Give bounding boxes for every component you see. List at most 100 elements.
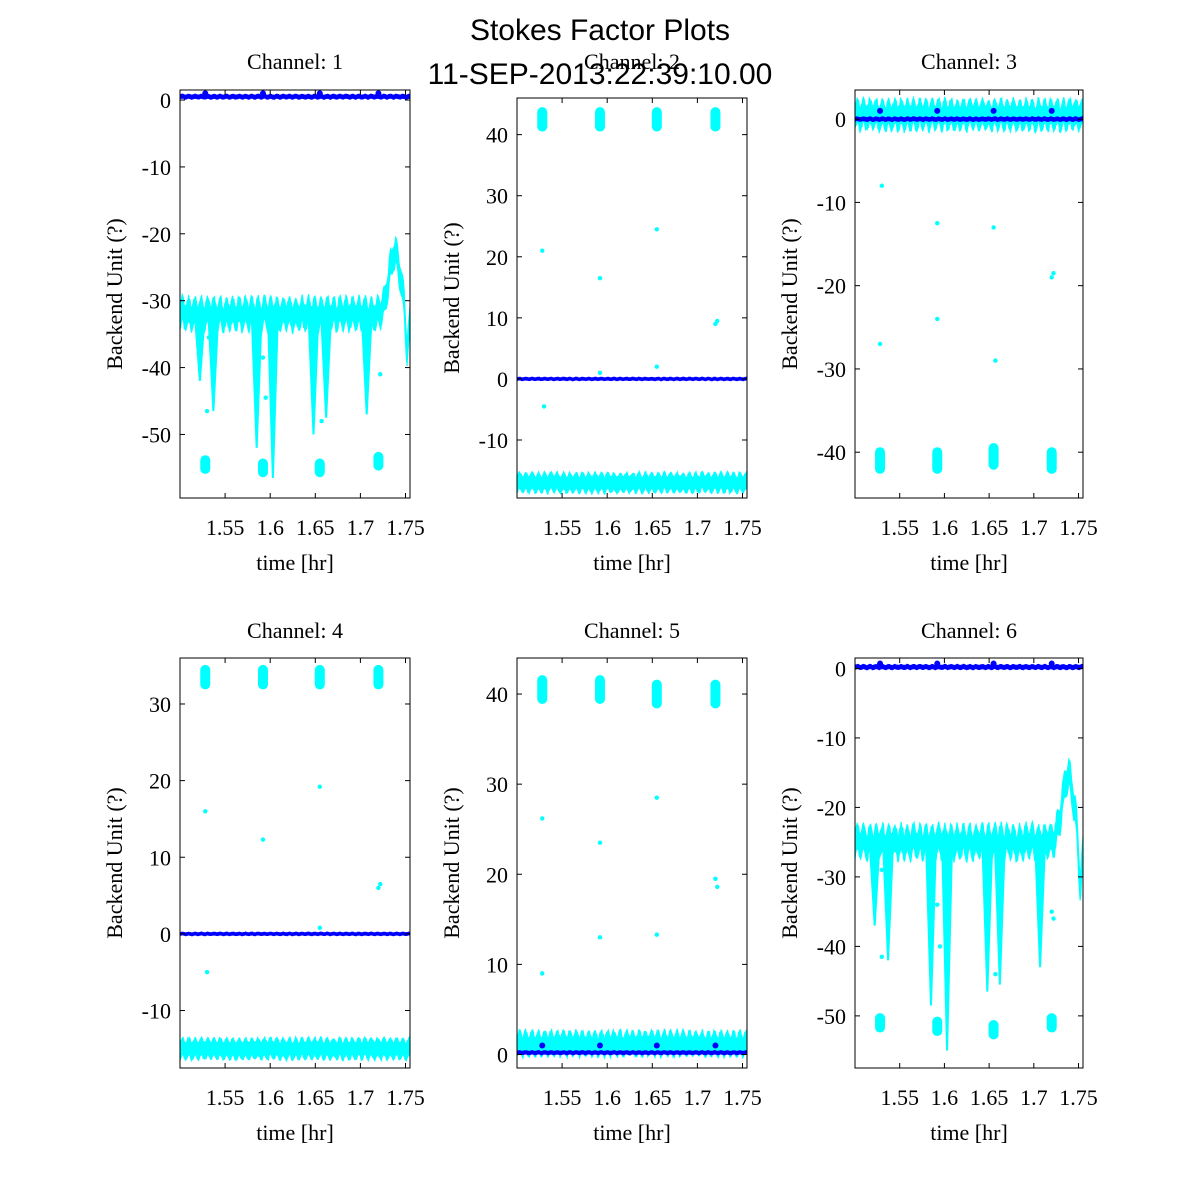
series-blue bbox=[855, 660, 1083, 671]
panel-title: Channel: 1 bbox=[247, 49, 343, 74]
series-blue bbox=[180, 931, 410, 937]
stray-point-1 bbox=[204, 408, 210, 414]
x-tick-label: 1.6 bbox=[593, 515, 621, 540]
spike-point-1 bbox=[202, 90, 209, 97]
stray-point-1 bbox=[203, 809, 208, 814]
spike-point-3 bbox=[990, 660, 997, 667]
dip-3 bbox=[924, 841, 938, 1006]
x-tick-label: 1.75 bbox=[386, 1085, 425, 1110]
stray-point-1 bbox=[540, 816, 545, 821]
x-axis-label: time [hr] bbox=[256, 550, 334, 575]
dip-5 bbox=[981, 841, 994, 992]
x-axis-label: time [hr] bbox=[930, 1120, 1008, 1145]
cal-cluster-2 bbox=[932, 1016, 943, 1037]
y-tick-label: -10 bbox=[142, 155, 171, 180]
cal-cluster-2 bbox=[257, 458, 268, 478]
x-tick-label: 1.55 bbox=[206, 515, 245, 540]
axes-frame bbox=[179, 657, 411, 1069]
stray-point-5 bbox=[993, 971, 998, 977]
series-blue bbox=[855, 107, 1083, 123]
channel-panel-5: 1.55 1.6 1.65 1.7 1.75 40 30 20 10 0 Channel: 5 tim… bbox=[439, 618, 762, 1145]
y-tick-label: -10 bbox=[817, 190, 846, 215]
x-tick-label: 1.65 bbox=[970, 1085, 1009, 1110]
plot-area bbox=[517, 675, 747, 1061]
stray-point-4 bbox=[654, 227, 660, 232]
x-tick-label: 1.6 bbox=[256, 515, 284, 540]
x-tick-label: 1.55 bbox=[206, 1085, 245, 1110]
dip-7 bbox=[360, 313, 373, 415]
series-blue-band bbox=[180, 931, 410, 937]
y-axis-label: Backend Unit (?) bbox=[439, 787, 464, 939]
cal-cluster-1 bbox=[200, 664, 211, 690]
stray-point-8 bbox=[877, 341, 883, 347]
y-axis-label: Backend Unit (?) bbox=[777, 218, 802, 370]
y-tick-label: -40 bbox=[142, 356, 171, 381]
y-tick-label: -40 bbox=[817, 440, 846, 465]
stray-point-6 bbox=[1051, 270, 1056, 276]
dip-6 bbox=[320, 313, 333, 418]
stray-point-3 bbox=[260, 355, 266, 360]
cal-cluster-3 bbox=[651, 107, 662, 132]
figure-subtitle: 11-SEP-2013:22:39:10.00 bbox=[428, 58, 773, 91]
cal-cluster-2 bbox=[594, 107, 605, 132]
panel-title: Channel: 4 bbox=[247, 618, 343, 643]
figure-title: Stokes Factor Plots bbox=[470, 14, 730, 47]
x-tick-label: 1.65 bbox=[633, 1085, 672, 1110]
y-tick-label: 0 bbox=[835, 107, 846, 132]
stray-point-2 bbox=[879, 867, 885, 873]
dip-4 bbox=[941, 841, 954, 1051]
cal-cluster-1 bbox=[537, 675, 548, 704]
spike-point-4 bbox=[375, 90, 382, 97]
x-tick-label: 1.65 bbox=[296, 515, 335, 540]
axes-frame bbox=[516, 657, 748, 1069]
y-tick-label: 10 bbox=[486, 306, 508, 331]
spike-point-1 bbox=[877, 107, 884, 114]
dip-1 bbox=[193, 313, 206, 382]
dip-2 bbox=[882, 841, 895, 961]
stray-point-2 bbox=[597, 275, 603, 281]
y-tick-label: -50 bbox=[142, 422, 171, 447]
series-cyan-band bbox=[180, 1035, 410, 1063]
x-axis-label: time [hr] bbox=[593, 1120, 671, 1145]
dip-2 bbox=[207, 313, 220, 412]
series-blue-band bbox=[855, 116, 1083, 123]
cal-cluster-1 bbox=[875, 447, 886, 474]
dip-1 bbox=[868, 841, 881, 926]
y-tick-label: 20 bbox=[486, 245, 508, 270]
x-tick-label: 1.6 bbox=[931, 1085, 959, 1110]
y-tick-label: 30 bbox=[149, 692, 171, 717]
x-tick-label: 1.7 bbox=[347, 1085, 375, 1110]
stray-point-7 bbox=[715, 318, 720, 324]
series-blue bbox=[517, 1042, 747, 1056]
y-tick-label: -10 bbox=[817, 726, 846, 751]
stray-point-2 bbox=[206, 335, 212, 340]
stray-point-4 bbox=[991, 225, 996, 230]
stray-point-5 bbox=[993, 358, 998, 363]
y-tick-label: -20 bbox=[817, 795, 846, 820]
spike-point-1 bbox=[877, 660, 884, 667]
spike-point-4 bbox=[1048, 107, 1055, 114]
channel-panel-6: 1.55 1.6 1.65 1.7 1.75 0 -10 -20 -30 -40 -50 Channe… bbox=[777, 618, 1098, 1145]
spike-point-2 bbox=[934, 660, 941, 667]
stray-point-3 bbox=[597, 840, 603, 845]
panel-title: Channel: 2 bbox=[584, 49, 680, 74]
y-tick-label: 40 bbox=[486, 123, 508, 148]
y-tick-label: -20 bbox=[142, 222, 171, 247]
stray-point-6 bbox=[378, 372, 383, 377]
y-tick-label: -30 bbox=[817, 357, 846, 382]
cal-cluster-3 bbox=[314, 458, 325, 478]
stray-point-7 bbox=[204, 970, 210, 975]
series-cyan bbox=[517, 675, 747, 1061]
channel-panel-3: 1.55 1.6 1.65 1.7 1.75 0 -10 -20 -30 -40 Channel: … bbox=[777, 49, 1098, 575]
x-tick-label: 1.55 bbox=[543, 515, 582, 540]
cal-cluster-1 bbox=[537, 107, 548, 132]
cal-cluster-2 bbox=[257, 664, 268, 690]
x-tick-label: 1.6 bbox=[256, 1085, 284, 1110]
y-tick-label: 0 bbox=[497, 1042, 508, 1067]
series-blue bbox=[180, 90, 410, 100]
stray-point-2 bbox=[260, 837, 266, 842]
stray-point-5 bbox=[319, 418, 324, 424]
series-cyan bbox=[855, 95, 1083, 474]
spike-point-3 bbox=[316, 90, 323, 97]
panel-title: Channel: 5 bbox=[584, 618, 680, 643]
